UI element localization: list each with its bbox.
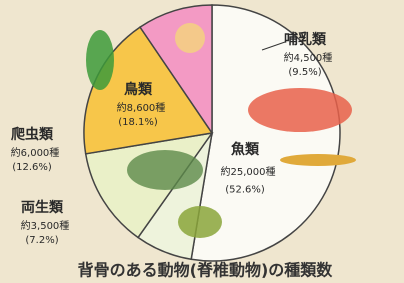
category-label: 両生類 xyxy=(21,199,64,216)
page: 魚類約25,000種 (52.6%) 両生類約3,500種 (7.2%) 爬虫類約6,0… xyxy=(0,0,404,283)
child-illustration xyxy=(175,23,205,53)
parrot-illustration xyxy=(86,30,114,90)
count-label: 約25,000種 xyxy=(221,165,276,178)
value-label: (12.6%) xyxy=(12,162,52,173)
category-label: 鳥類 xyxy=(124,81,153,98)
count-label: 約8,600種 xyxy=(117,101,166,114)
frog-illustration xyxy=(178,206,222,238)
value-label: (7.2%) xyxy=(25,235,58,246)
category-label: 哺乳類 xyxy=(284,31,327,48)
count-label: 約4,500種 xyxy=(284,51,333,64)
chart-title: 背骨のある動物(脊椎動物)の種類数 xyxy=(78,261,334,280)
fish-illustration xyxy=(248,88,352,132)
category-label: 爬虫類 xyxy=(11,126,54,143)
count-label: 約3,500種 xyxy=(21,219,70,232)
value-label: (18.1%) xyxy=(118,117,158,128)
count-label: 約6,000種 xyxy=(11,146,60,159)
fish-illustration xyxy=(280,154,356,166)
value-label: (9.5%) xyxy=(288,67,321,78)
category-label: 魚類 xyxy=(231,141,260,158)
value-label: (52.6%) xyxy=(225,185,265,196)
turtle-illustration xyxy=(127,150,203,190)
chart: 魚類約25,000種 (52.6%) 両生類約3,500種 (7.2%) 爬虫類約6,0… xyxy=(0,0,404,283)
